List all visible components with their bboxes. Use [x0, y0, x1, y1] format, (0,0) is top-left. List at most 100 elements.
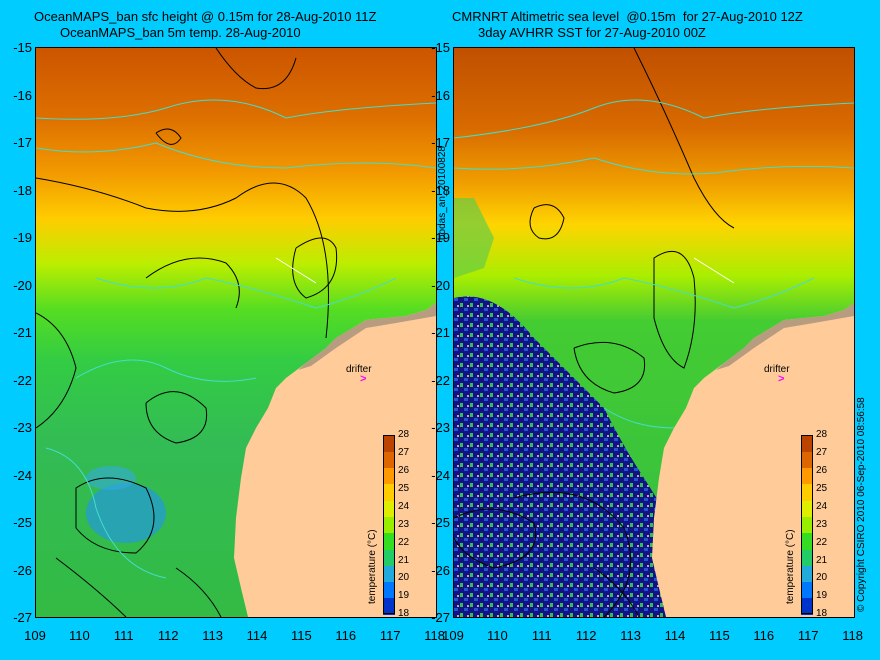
y-tick-label: -25 — [13, 515, 32, 530]
colorbar-tick-label: 21 — [816, 554, 828, 566]
isotherms — [36, 99, 436, 579]
y-tick-label: -21 — [431, 325, 450, 340]
drifter-marker-right: > — [778, 373, 785, 385]
colorbar-tick-label: 20 — [816, 572, 828, 584]
colorbar-swatch — [801, 581, 813, 599]
copyright-label: © Copyright CSIRO 2010 06-Sep-2010 08:56… — [856, 397, 867, 612]
right-map-svg — [454, 48, 854, 617]
colorbar-tick-label: 18 — [816, 608, 828, 620]
left-map-svg — [36, 48, 436, 617]
x-tick-label: 118 — [424, 628, 445, 643]
x-tick-label: 115 — [291, 628, 312, 643]
run-id-label: bodas_an_20100828 — [437, 146, 448, 240]
transect-line — [275, 257, 317, 284]
colorbar-tick-label: 23 — [398, 518, 410, 530]
colorbar-swatch — [383, 516, 395, 534]
x-tick-label: 116 — [335, 628, 357, 643]
x-tick-label: 115 — [709, 628, 730, 643]
colorbar-frame — [801, 435, 813, 615]
colorbar-tick-label: 25 — [398, 482, 410, 494]
y-tick-label: -21 — [13, 325, 32, 340]
y-tick-label: -15 — [13, 40, 32, 55]
colorbar-swatch — [801, 451, 813, 469]
x-tick-label: 112 — [157, 628, 179, 643]
y-tick-label: -24 — [431, 467, 450, 483]
colorbar-tick-label: 25 — [816, 482, 828, 494]
colorbar-tick-label: 20 — [398, 572, 410, 584]
x-tick-label: 109 — [24, 628, 46, 643]
x-tick-label: 113 — [202, 628, 223, 643]
colorbar-swatch — [383, 435, 395, 452]
colorbar-title: temperature (°C) — [367, 529, 378, 605]
colorbar-swatch — [801, 532, 813, 550]
colorbar-tick-label: 22 — [398, 536, 410, 548]
coast-strip — [716, 303, 854, 370]
drifter-marker-left: > — [360, 373, 367, 385]
colorbar-swatch — [801, 549, 813, 566]
left-map-panel — [35, 47, 437, 618]
colorbar-swatch — [383, 451, 395, 469]
y-tick-label: -16 — [13, 87, 32, 103]
x-tick-label: 110 — [69, 628, 90, 643]
colorbar-title: temperature (°C) — [785, 529, 796, 605]
right-title-line1: CMRNRT Altimetric sea level @0.15m for 2… — [452, 9, 803, 24]
colorbar-tick-label: 19 — [398, 590, 410, 602]
y-tick-label: -27 — [431, 610, 450, 625]
x-tick-label: 114 — [246, 628, 268, 643]
x-tick-label: 117 — [797, 628, 819, 643]
x-tick-label: 111 — [113, 628, 134, 643]
x-tick-label: 109 — [442, 628, 464, 643]
ssh-contours — [454, 48, 735, 617]
colorbar-tick-label: 18 — [398, 608, 410, 620]
x-tick-label: 117 — [379, 628, 401, 643]
isotherms — [454, 99, 854, 429]
left-title-line2: OceanMAPS_ban 5m temp. 28-Aug-2010 — [60, 25, 301, 40]
y-tick-label: -23 — [13, 420, 32, 435]
colorbar-tick-label: 28 — [816, 429, 828, 440]
drifter-label-right: drifter — [764, 364, 790, 375]
colorbar-swatch — [801, 467, 813, 485]
cloud-mask-region — [454, 296, 684, 617]
colorbar-swatch — [801, 565, 813, 583]
colorbar-swatch — [383, 549, 395, 566]
colorbar-swatch — [383, 467, 395, 485]
y-tick-label: -19 — [13, 230, 32, 245]
y-tick-label: -15 — [431, 40, 450, 55]
colorbar-swatch — [383, 565, 395, 583]
colorbar-tick-label: 22 — [816, 536, 828, 548]
transect-line — [693, 257, 735, 284]
y-tick-label: -17 — [431, 135, 450, 150]
y-tick-label: -16 — [431, 87, 450, 103]
x-tick-label: 112 — [575, 628, 597, 643]
y-tick-label: -22 — [13, 372, 32, 388]
colorbar-tick-label: 27 — [398, 446, 410, 458]
colorbar-swatch — [383, 581, 395, 599]
x-tick-label: 113 — [620, 628, 641, 643]
colorbar-tick-label: 24 — [816, 500, 828, 512]
left-title-line1: OceanMAPS_ban sfc height @ 0.15m for 28-… — [34, 9, 377, 24]
y-tick-label: -24 — [13, 467, 32, 483]
colorbar-swatch — [383, 598, 395, 615]
x-tick-label: 114 — [664, 628, 686, 643]
colorbar-swatch — [801, 500, 813, 517]
y-tick-label: -23 — [431, 420, 450, 435]
y-tick-label: -26 — [431, 562, 450, 578]
colorbar-tick-label: 27 — [816, 446, 828, 458]
coast-strip — [298, 303, 436, 370]
drifter-label-left: drifter — [346, 364, 372, 375]
colorbar-swatch — [383, 483, 395, 501]
colorbar-swatch — [801, 483, 813, 501]
colorbar-tick-label: 26 — [398, 464, 410, 476]
colorbar-swatch — [801, 435, 813, 452]
x-tick-label: 110 — [487, 628, 508, 643]
colorbar-tick-label: 19 — [816, 590, 828, 602]
y-tick-label: -26 — [13, 562, 32, 578]
x-tick-label: 116 — [753, 628, 775, 643]
ssh-contours — [36, 48, 338, 617]
colorbar-frame — [383, 435, 395, 615]
colorbar-swatch — [383, 500, 395, 517]
x-tick-label: 118 — [842, 628, 863, 643]
colorbar-swatch — [801, 516, 813, 534]
y-tick-label: -22 — [431, 372, 450, 388]
y-tick-label: -20 — [431, 277, 450, 293]
